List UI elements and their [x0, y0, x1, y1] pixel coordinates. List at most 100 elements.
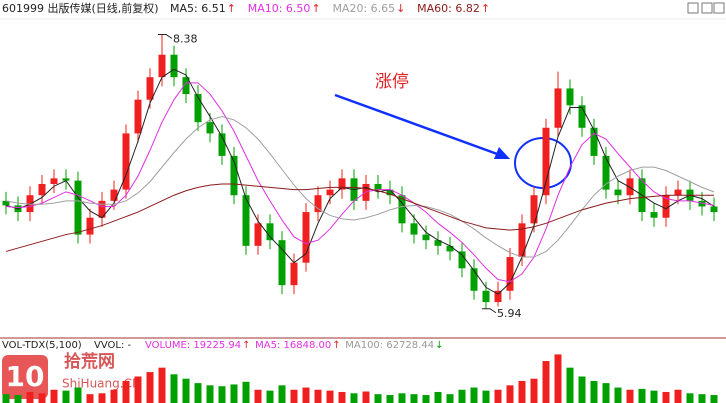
candle-body: [98, 200, 106, 218]
volume-bar: [434, 391, 442, 403]
volume-bar: [602, 383, 610, 403]
volume-bar: [626, 389, 634, 403]
volume-bar: [218, 386, 226, 403]
volume-bar: [254, 389, 262, 403]
volume-bar: [194, 383, 202, 403]
ma-line: [5, 116, 715, 258]
candle-body: [386, 189, 394, 196]
candle-body: [698, 200, 706, 207]
volume-bar: [206, 385, 214, 403]
volume-bar: [86, 394, 94, 403]
candle-body: [278, 240, 286, 286]
volume-bar: [182, 378, 190, 403]
volume-bar: [122, 380, 130, 403]
volume-bar: [470, 387, 478, 403]
volume-bar: [674, 389, 682, 403]
volume-legend-trend: ↑: [332, 340, 340, 351]
volume-vvol: VVOL: -: [94, 340, 131, 351]
volume-bar: [362, 391, 370, 403]
annotation: 涨停: [375, 72, 409, 92]
volume-bar: [62, 390, 70, 403]
candle-body: [146, 77, 154, 100]
candle-body: [326, 189, 334, 196]
volume-bar: [302, 387, 310, 403]
volume-bar: [482, 390, 490, 403]
volume-bar: [494, 389, 502, 403]
volume-bar: [146, 372, 154, 403]
candle-body: [650, 212, 658, 218]
legend-trend: ↑: [227, 2, 236, 15]
candle-body: [62, 178, 70, 181]
volume-bar: [662, 391, 670, 403]
volume-bar: [386, 395, 394, 403]
candle-body: [338, 178, 346, 190]
volume-bar: [566, 367, 574, 403]
side-icons: [687, 2, 725, 14]
candle-body: [506, 257, 514, 291]
volume-bar: [686, 393, 694, 403]
candle-body: [398, 195, 406, 224]
candle-body: [170, 54, 178, 78]
chart-title: 601999 出版传媒(日线,前复权): [2, 1, 159, 15]
high-label: 8.38: [173, 32, 198, 45]
candle-body: [614, 189, 622, 196]
legend-trend: ↑: [311, 2, 320, 15]
candle-body: [410, 223, 418, 235]
volume-bar: [338, 391, 346, 403]
volume-bar: [290, 389, 298, 403]
candle-body: [134, 99, 142, 134]
volume-bar: [230, 384, 238, 403]
volume-bar: [14, 395, 22, 403]
candle-body: [662, 195, 670, 218]
candle-body: [554, 88, 562, 128]
legend-label: MA5: 6.51: [170, 2, 226, 15]
icon: [701, 2, 713, 14]
volume-bar: [398, 393, 406, 403]
volume-bar: [50, 389, 58, 403]
legend-label: MA10: 6.50: [248, 2, 311, 15]
low-marker: [482, 308, 497, 314]
volume-bar: [350, 393, 358, 403]
candle-body: [434, 240, 442, 246]
volume-bar: [326, 390, 334, 403]
candle-body: [674, 189, 682, 196]
watermark: 10 拾荒网 ShiHuang.CN: [2, 351, 141, 399]
candle-body: [494, 290, 502, 303]
candle-body: [374, 183, 382, 190]
watermark-logo-box: [2, 355, 48, 399]
volume-bar: [170, 374, 178, 403]
candle-body: [2, 200, 10, 206]
volume-title: VOL-TDX(5,100): [2, 340, 82, 351]
volume-bar: [314, 389, 322, 403]
candles: [2, 34, 718, 309]
high-marker: [158, 33, 173, 39]
volume-bar: [710, 395, 718, 403]
candle-body: [302, 212, 310, 263]
candle-body: [206, 122, 214, 134]
candle-body: [218, 133, 226, 156]
icon: [713, 2, 725, 14]
volume-bar: [422, 395, 430, 403]
candle-body: [266, 223, 274, 241]
candle-body: [242, 195, 250, 246]
volume-legend-trend: ↓: [435, 340, 443, 351]
candle-body: [230, 155, 238, 196]
volume-bar: [578, 376, 586, 403]
icon: [687, 2, 699, 14]
volume-bar: [590, 380, 598, 403]
volume-bar: [542, 361, 550, 403]
watermark-logo: 10: [6, 360, 45, 393]
volume-bar: [650, 390, 658, 403]
volume-bar: [554, 354, 562, 403]
volume-bar: [74, 387, 82, 403]
candle-body: [74, 180, 82, 235]
arrow-head: [494, 147, 510, 159]
ma-line: [5, 82, 715, 283]
volume-bar: [446, 394, 454, 403]
candle-body: [254, 223, 262, 246]
volume-bar: [614, 387, 622, 403]
watermark-site: ShiHuang.CN: [62, 377, 141, 391]
candle-body: [38, 183, 46, 196]
